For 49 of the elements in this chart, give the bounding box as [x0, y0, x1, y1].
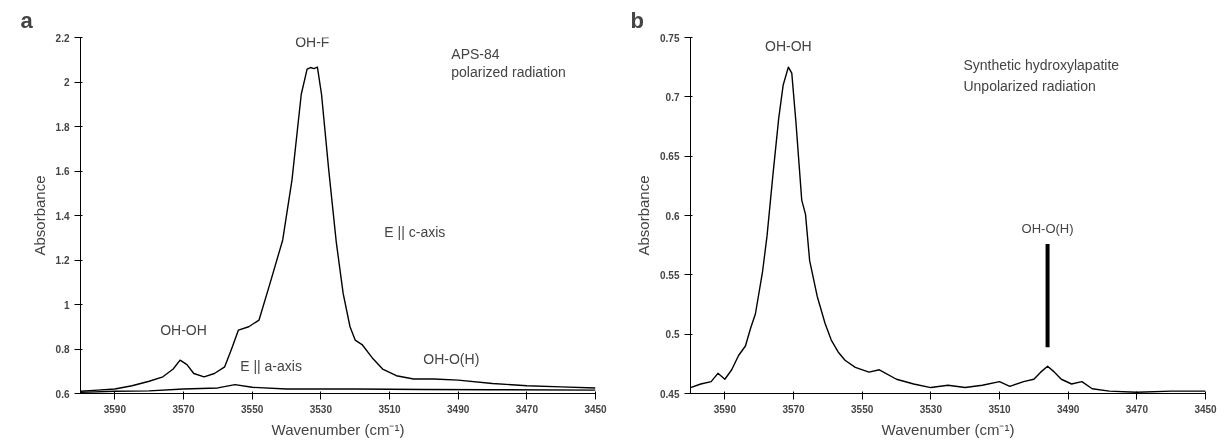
y-tick-label: 1.6: [55, 166, 70, 177]
y-tick-label: 1: [63, 299, 70, 311]
x-tick-label: 3590: [103, 403, 127, 415]
x-tick-label: 3590: [713, 403, 737, 415]
y-tick-label: 0.5: [665, 329, 680, 341]
x-tick-label: 3530: [919, 403, 943, 415]
annotation: Synthetic hydroxylapatite: [963, 57, 1120, 74]
y-tick-label: 1.4: [55, 210, 70, 222]
x-axis-title: Wavenumber (cm⁻¹): [271, 420, 405, 438]
annotation: OH-OH: [765, 37, 812, 54]
x-tick-label: 3450: [584, 403, 608, 415]
y-tick-label: 0.45: [660, 388, 680, 400]
y-tick-label: 0.55: [660, 269, 680, 281]
text: b: [630, 7, 644, 33]
annotation: E || a-axis: [240, 357, 302, 374]
y-tick-label: 2.2: [55, 32, 70, 44]
y-tick-label: 0.8: [55, 344, 70, 355]
x-tick-label: 3570: [172, 403, 196, 415]
y-tick-label: 0.6: [665, 210, 680, 222]
annotation: polarized radiation: [451, 64, 566, 81]
x-tick-label: 3470: [1125, 403, 1149, 415]
x-tick-label: 3470: [515, 403, 539, 415]
annotation: OH-OH: [160, 322, 207, 339]
x-tick-label: 3570: [782, 403, 806, 415]
y-tick-label: 1.8: [55, 121, 70, 133]
ref-line-label: OH-O(H): [1021, 220, 1074, 236]
y-axis-title: Absorbance: [30, 175, 48, 256]
y-tick-label: 2: [63, 77, 70, 88]
x-axis-title: Wavenumber (cm⁻¹): [881, 420, 1015, 438]
y-axis-title: Absorbance: [635, 175, 653, 256]
annotation: APS-84: [451, 46, 500, 63]
x-tick-label: 3510: [378, 403, 402, 415]
text: a: [20, 7, 34, 33]
y-tick-label: 0.75: [660, 32, 680, 44]
annotation: OH-O(H): [423, 350, 480, 367]
y-tick-label: 0.6: [55, 388, 70, 400]
x-tick-label: 3550: [851, 403, 874, 415]
y-tick-label: 0.7: [665, 91, 680, 103]
annotation: Unpolarized radiation: [963, 78, 1096, 95]
y-tick-label: 0.65: [660, 151, 680, 163]
x-tick-label: 3450: [1194, 403, 1218, 415]
x-tick-label: 3550: [241, 403, 264, 415]
x-tick-label: 3530: [309, 403, 333, 415]
annotation: E || c-axis: [384, 224, 446, 241]
annotation: OH-F: [295, 33, 330, 50]
x-tick-label: 3490: [447, 403, 470, 415]
x-tick-label: 3510: [988, 403, 1012, 415]
y-tick-label: 1.2: [55, 255, 70, 266]
x-tick-label: 3490: [1057, 403, 1080, 415]
